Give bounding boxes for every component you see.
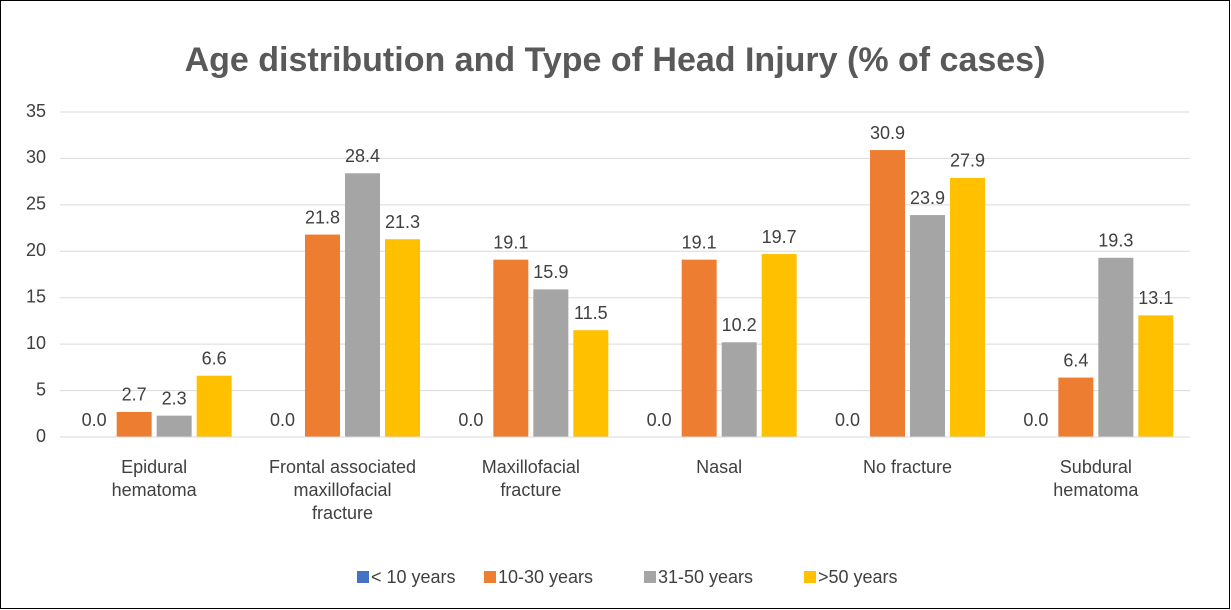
bar	[345, 173, 380, 438]
data-label: 19.1	[493, 232, 528, 252]
data-label: 19.3	[1098, 231, 1133, 251]
data-label: 0.0	[458, 410, 483, 430]
bar	[1098, 257, 1134, 437]
data-label: 11.5	[574, 303, 608, 323]
legend-label: >50 years	[818, 567, 898, 587]
data-label: 10.2	[722, 315, 757, 335]
legend-label: < 10 years	[371, 567, 456, 587]
data-label: 19.7	[762, 227, 797, 247]
data-label: 0.0	[1023, 410, 1048, 430]
bar	[1138, 315, 1174, 437]
bar	[493, 259, 529, 437]
y-tick-label: 35	[26, 101, 46, 121]
data-label: 0.0	[82, 410, 107, 430]
data-label: 15.9	[533, 262, 568, 282]
data-label: 21.8	[305, 207, 340, 227]
data-label: 6.4	[1063, 350, 1088, 370]
bar	[305, 234, 340, 437]
x-tick-label: Frontal associated maxillofacial fracture	[269, 457, 416, 523]
data-label: 28.4	[345, 146, 380, 166]
data-label: 0.0	[835, 410, 860, 430]
bar	[116, 411, 152, 437]
legend-swatch	[804, 571, 816, 583]
bar	[681, 259, 717, 437]
data-label: 19.1	[682, 232, 717, 252]
bar	[385, 239, 420, 437]
data-label: 2.3	[162, 388, 187, 408]
y-tick-label: 0	[36, 426, 46, 446]
bar	[761, 254, 797, 437]
x-tick-label: Subdural hematoma	[1053, 457, 1139, 500]
y-tick-label: 10	[26, 333, 46, 353]
data-label: 23.9	[910, 188, 945, 208]
legend-swatch	[644, 571, 656, 583]
data-label: 0.0	[270, 410, 295, 430]
y-tick-label: 20	[26, 240, 46, 260]
bar	[1058, 377, 1094, 437]
data-label: 13.1	[1138, 288, 1173, 308]
bar	[196, 375, 232, 437]
bar	[910, 215, 945, 437]
data-label: 0.0	[647, 410, 672, 430]
x-tick-label: Nasal	[696, 457, 742, 477]
data-label: 2.7	[122, 385, 147, 405]
y-tick-label: 25	[26, 194, 46, 214]
bar	[533, 289, 569, 437]
bar	[950, 177, 985, 437]
x-tick-label: Maxillofacial fracture	[482, 457, 580, 500]
bar	[573, 330, 609, 437]
data-label: 27.9	[950, 151, 985, 171]
legend-label: 10-30 years	[498, 567, 593, 587]
legend-swatch	[357, 571, 369, 583]
y-tick-label: 30	[26, 147, 46, 167]
bar	[156, 415, 192, 437]
bar	[721, 342, 757, 437]
data-label: 21.3	[385, 212, 420, 232]
legend-label: 31-50 years	[658, 567, 753, 587]
bar	[870, 150, 905, 438]
y-tick-label: 15	[26, 286, 46, 306]
legend-swatch	[484, 571, 496, 583]
x-tick-label: No fracture	[863, 457, 952, 477]
y-tick-label: 5	[36, 379, 46, 399]
x-tick-label: Epidural hematoma	[112, 457, 198, 500]
data-label: 6.6	[202, 348, 227, 368]
data-label: 30.9	[870, 123, 905, 143]
chart-title: Age distribution and Type of Head Injury…	[185, 41, 1046, 79]
